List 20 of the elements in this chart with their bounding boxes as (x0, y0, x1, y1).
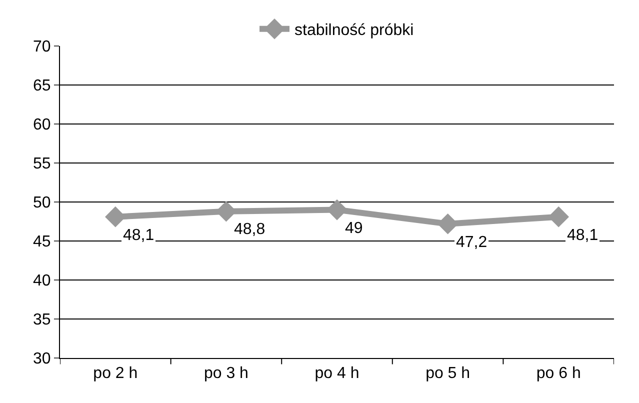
x-tick-label: po 3 h (204, 365, 248, 382)
data-label: 48,8 (234, 221, 266, 238)
y-tick-label: 60 (33, 116, 51, 134)
y-tick-label: 55 (33, 156, 51, 173)
x-tick-label: po 6 h (536, 365, 581, 382)
y-tick-label: 70 (33, 38, 51, 56)
x-tick-label: po 2 h (93, 365, 138, 382)
y-tick-label: 35 (33, 312, 51, 329)
data-label: 49 (345, 220, 363, 237)
y-tick-label: 45 (33, 234, 51, 251)
data-label: 48,1 (123, 227, 154, 244)
data-label: 47,2 (456, 234, 488, 251)
y-tick-label: 50 (33, 194, 51, 212)
y-tick-label: 65 (33, 78, 51, 95)
legend-label: stabilność próbki (294, 22, 414, 40)
y-tick-label: 40 (33, 272, 51, 290)
y-tick-label: 30 (33, 350, 51, 368)
x-tick-label: po 4 h (314, 365, 360, 382)
data-label: 48,1 (567, 227, 598, 244)
x-tick-label: po 5 h (426, 365, 470, 382)
